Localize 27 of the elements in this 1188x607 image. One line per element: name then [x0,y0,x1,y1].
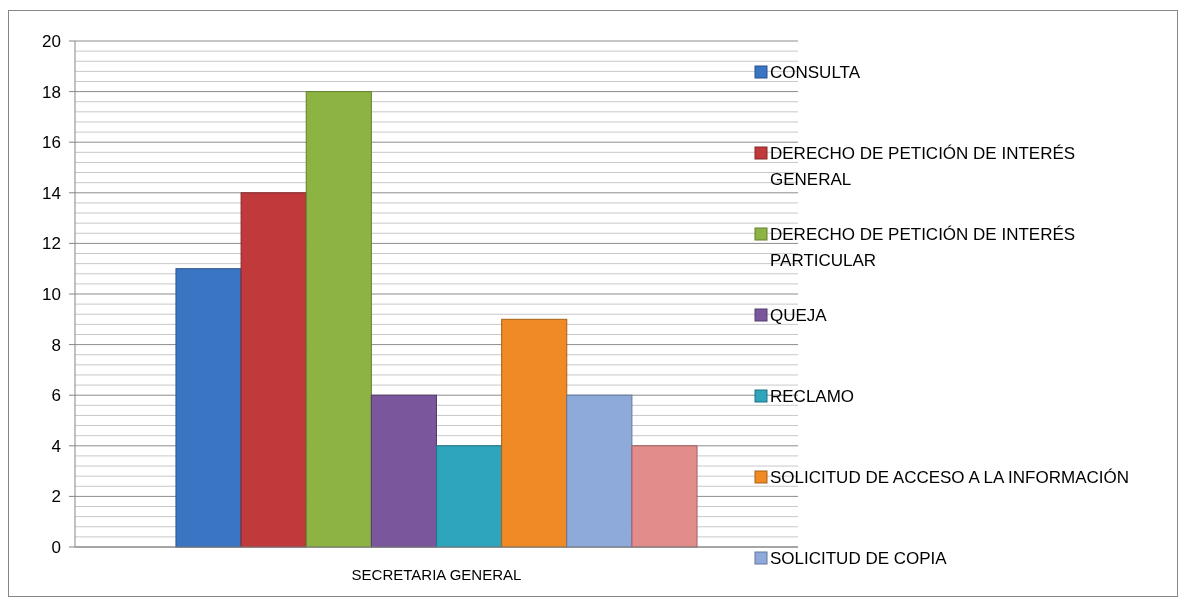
y-tick-label: 0 [51,537,61,557]
y-tick-label: 8 [51,335,61,355]
y-tick-label: 12 [42,234,61,254]
legend-label: DERECHO DE PETICIÓN DE INTERÉS GENERAL [770,143,1076,190]
y-tick-label: 14 [42,183,61,203]
bar [305,91,372,548]
y-tick-label: 16 [42,133,61,153]
legend-label: QUEJA [770,305,828,325]
bar [501,318,568,548]
y-tick-label: 20 [42,31,61,51]
bar [436,445,503,548]
legend-label: CONSULTA [770,62,861,82]
bar [631,445,698,548]
y-tick-label: 6 [51,386,61,406]
y-tick-label: 4 [51,436,61,456]
bar [370,394,437,548]
y-tick-label: 2 [51,487,61,507]
legend-label: RECLAMO [770,386,855,406]
bar [175,268,242,548]
bar [566,394,633,548]
y-tick-label: 10 [42,284,61,304]
y-tick-label: 18 [42,82,61,102]
bar [240,192,307,548]
legend-label: SOLICITUD DE ACCESO A LA INFORMACIÓN [770,467,1129,487]
legend-label: DERECHO DE PETICIÓN DE INTERÉS PARTICULAR [770,224,1076,271]
x-tick-label: SECRETARIA GENERAL [351,566,522,583]
legend-label: SOLICITUD DE COPIA [770,548,948,568]
